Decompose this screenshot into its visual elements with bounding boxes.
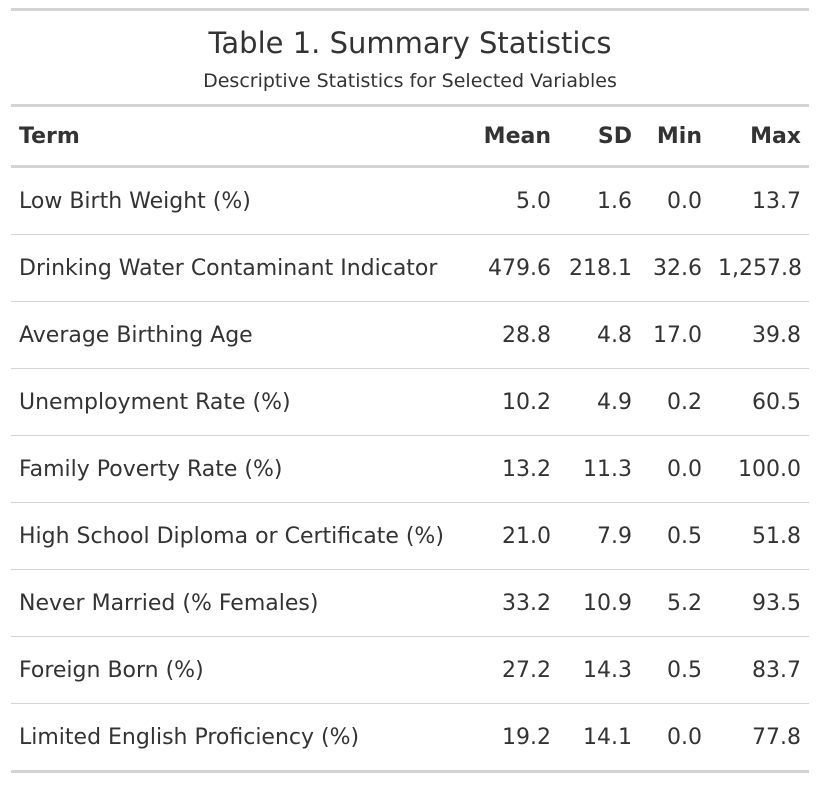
- table-row: High School Diploma or Certificate (%) 21…: [11, 502, 809, 570]
- cell-min: 0.0: [640, 166, 710, 235]
- table-row: Family Poverty Rate (%) 13.2 11.3 0.0 100.0: [11, 435, 809, 503]
- cell-min: 0.0: [640, 435, 710, 503]
- cell-sd: 218.1: [559, 234, 640, 302]
- cell-min: 0.5: [640, 636, 710, 704]
- cell-sd: 11.3: [559, 435, 640, 503]
- cell-sd: 1.6: [559, 166, 640, 235]
- summary-table: Term Mean SD Min Max Low Birth Weight (%…: [11, 107, 809, 773]
- cell-mean: 10.2: [475, 368, 559, 436]
- summary-table-container: Table 1. Summary Statistics Descriptive …: [11, 8, 809, 773]
- cell-mean: 479.6: [475, 234, 559, 302]
- table-row: Average Birthing Age 28.8 4.8 17.0 39.8: [11, 301, 809, 369]
- header-row: Term Mean SD Min Max: [11, 107, 809, 168]
- cell-term: Family Poverty Rate (%): [11, 435, 475, 503]
- table-row: Never Married (% Females) 33.2 10.9 5.2 93.5: [11, 569, 809, 637]
- cell-sd: 4.8: [559, 301, 640, 369]
- cell-mean: 27.2: [475, 636, 559, 704]
- column-header-sd: SD: [559, 107, 640, 168]
- table-row: Drinking Water Contaminant Indicator 479.…: [11, 234, 809, 302]
- column-header-term: Term: [11, 107, 475, 168]
- column-header-mean: Mean: [475, 107, 559, 168]
- cell-term: Never Married (% Females): [11, 569, 475, 637]
- table-row: Limited English Proficiency (%) 19.2 14.1 0…: [11, 703, 809, 773]
- cell-max: 77.8: [710, 703, 809, 773]
- cell-min: 0.0: [640, 703, 710, 773]
- cell-term: High School Diploma or Certificate (%): [11, 502, 475, 570]
- cell-min: 17.0: [640, 301, 710, 369]
- table-title: Table 1. Summary Statistics: [208, 26, 612, 60]
- cell-term: Drinking Water Contaminant Indicator: [11, 234, 475, 302]
- column-header-max: Max: [710, 107, 809, 168]
- header-rule: [11, 104, 809, 107]
- cell-min: 5.2: [640, 569, 710, 637]
- cell-max: 83.7: [710, 636, 809, 704]
- top-rule: [11, 8, 809, 11]
- cell-max: 51.8: [710, 502, 809, 570]
- cell-max: 39.8: [710, 301, 809, 369]
- table-subtitle: Descriptive Statistics for Selected Vari…: [203, 70, 617, 92]
- cell-term: Foreign Born (%): [11, 636, 475, 704]
- cell-min: 0.2: [640, 368, 710, 436]
- cell-mean: 19.2: [475, 703, 559, 773]
- cell-max: 1,257.8: [710, 234, 809, 302]
- cell-sd: 14.3: [559, 636, 640, 704]
- cell-mean: 13.2: [475, 435, 559, 503]
- cell-mean: 21.0: [475, 502, 559, 570]
- cell-sd: 14.1: [559, 703, 640, 773]
- cell-mean: 33.2: [475, 569, 559, 637]
- cell-max: 100.0: [710, 435, 809, 503]
- cell-min: 0.5: [640, 502, 710, 570]
- cell-sd: 10.9: [559, 569, 640, 637]
- table-row: Low Birth Weight (%) 5.0 1.6 0.0 13.7: [11, 166, 809, 235]
- column-header-min: Min: [640, 107, 710, 168]
- cell-max: 13.7: [710, 166, 809, 235]
- cell-mean: 5.0: [475, 166, 559, 235]
- table-row: Unemployment Rate (%) 10.2 4.9 0.2 60.5: [11, 368, 809, 436]
- cell-max: 60.5: [710, 368, 809, 436]
- cell-mean: 28.8: [475, 301, 559, 369]
- cell-sd: 4.9: [559, 368, 640, 436]
- cell-term: Average Birthing Age: [11, 301, 475, 369]
- cell-max: 93.5: [710, 569, 809, 637]
- cell-term: Unemployment Rate (%): [11, 368, 475, 436]
- cell-sd: 7.9: [559, 502, 640, 570]
- cell-term: Limited English Proficiency (%): [11, 703, 475, 773]
- cell-min: 32.6: [640, 234, 710, 302]
- table-row: Foreign Born (%) 27.2 14.3 0.5 83.7: [11, 636, 809, 704]
- cell-term: Low Birth Weight (%): [11, 166, 475, 235]
